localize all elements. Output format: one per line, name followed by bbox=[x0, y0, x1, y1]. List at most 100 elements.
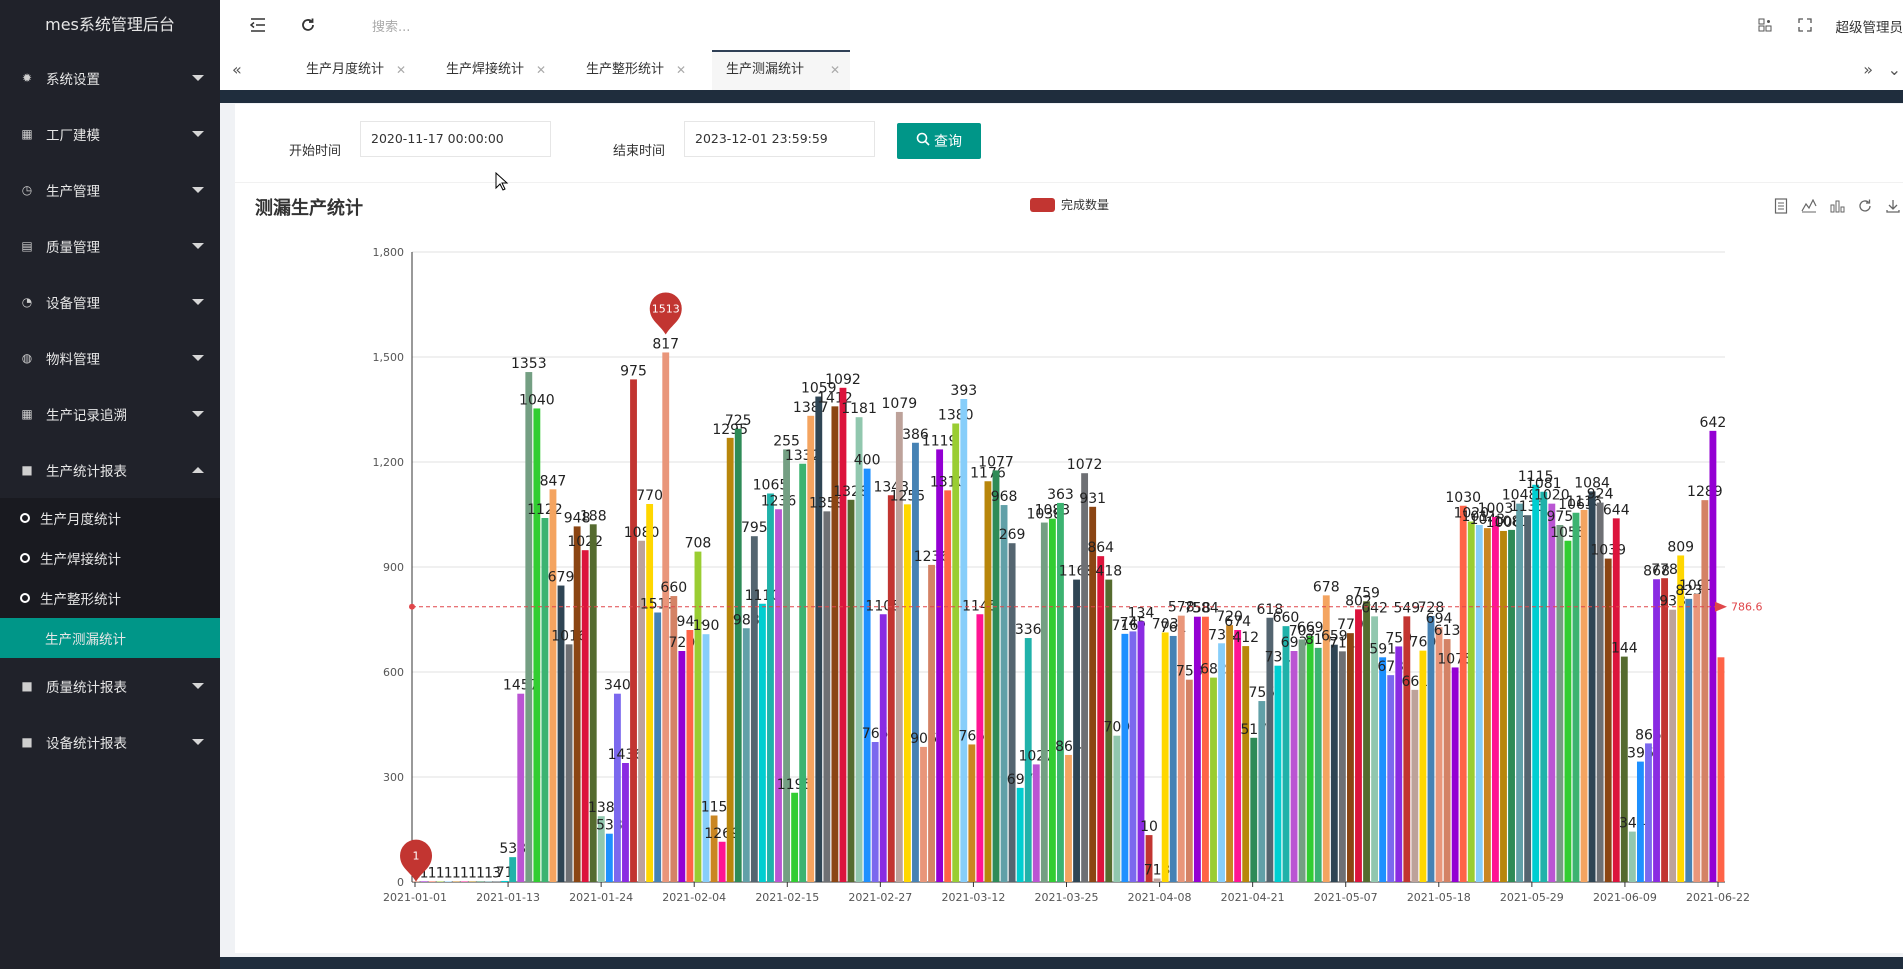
bar bbox=[1290, 651, 1298, 882]
bar bbox=[686, 630, 694, 882]
menu-collapse-icon[interactable] bbox=[248, 15, 268, 35]
bar-value-label: 725 bbox=[725, 413, 752, 429]
bar bbox=[1661, 578, 1669, 882]
submenu-item-monthly[interactable]: 生产月度统计 bbox=[0, 498, 220, 538]
bar-value-label: 1091 bbox=[1679, 578, 1715, 594]
user-menu[interactable]: 超级管理员 bbox=[1835, 20, 1903, 36]
bar-value-label: 340 bbox=[604, 678, 631, 694]
bar-value-label: 716 bbox=[1112, 618, 1139, 634]
apps-icon[interactable] bbox=[1755, 15, 1775, 35]
chart-legend[interactable]: 完成数量 bbox=[1030, 196, 1109, 213]
bar bbox=[903, 504, 911, 882]
bar-value-label: 1063 bbox=[1558, 497, 1594, 513]
tabs-scroll-left-icon[interactable]: « bbox=[232, 60, 242, 79]
restore-icon[interactable] bbox=[1855, 196, 1875, 216]
bar bbox=[1274, 665, 1282, 882]
bar bbox=[630, 379, 637, 882]
bar bbox=[863, 468, 871, 882]
sidebar: mes系统管理后台 ✹ 系统设置 ▦ 工厂建模 ◷ 生产管理 ▤ 质量管理 ◔ … bbox=[0, 0, 220, 969]
sidebar-item-production-management[interactable]: ◷ 生产管理 bbox=[0, 162, 220, 218]
bar bbox=[1097, 556, 1105, 882]
sidebar-item-production-reports[interactable]: ■ 生产统计报表 bbox=[0, 442, 220, 498]
close-icon[interactable]: ✕ bbox=[675, 63, 687, 77]
submenu-item-leak-test[interactable]: 生产测漏统计 bbox=[0, 618, 220, 658]
sidebar-item-label: 设备统计报表 bbox=[46, 736, 127, 752]
bar-value-label: 1011 bbox=[1461, 509, 1497, 525]
download-icon[interactable] bbox=[1883, 196, 1903, 216]
sidebar-item-system-settings[interactable]: ✹ 系统设置 bbox=[0, 50, 220, 106]
bar bbox=[1008, 543, 1016, 882]
tab-monthly[interactable]: 生产月度统计 ✕ bbox=[306, 50, 406, 90]
y-tick-label: 1,800 bbox=[373, 246, 405, 259]
max-marker-label: 1513 bbox=[652, 302, 680, 315]
bar-value-label: 1122 bbox=[527, 502, 563, 518]
refresh-icon[interactable] bbox=[298, 15, 318, 35]
bar-value-label: 1038 bbox=[1027, 507, 1063, 523]
bar-value-label: 1059 bbox=[801, 381, 837, 397]
end-time-input[interactable]: 2023-12-01 23:59:59 bbox=[684, 121, 875, 157]
bar bbox=[613, 693, 621, 882]
fullscreen-icon[interactable] bbox=[1795, 15, 1815, 35]
bar-value-label: 134 bbox=[1128, 605, 1155, 621]
bar bbox=[468, 881, 476, 882]
tabs-scroll-right-icon[interactable]: » bbox=[1863, 60, 1873, 79]
bar bbox=[573, 526, 581, 882]
bar bbox=[1653, 579, 1660, 882]
tab-label: 生产焊接统计 bbox=[446, 62, 525, 77]
bar bbox=[581, 550, 589, 882]
start-time-input[interactable]: 2020-11-17 00:00:00 bbox=[360, 121, 551, 157]
bar bbox=[1717, 657, 1725, 882]
bar bbox=[525, 372, 533, 882]
data-view-icon[interactable] bbox=[1771, 196, 1791, 216]
query-button[interactable]: 查询 bbox=[897, 123, 981, 159]
line-chart-icon[interactable] bbox=[1799, 196, 1819, 216]
bar-value-label: 1080 bbox=[624, 525, 660, 541]
close-icon[interactable]: ✕ bbox=[535, 63, 547, 77]
tabs-menu-chevron-icon[interactable]: ⌄ bbox=[1887, 60, 1901, 79]
sidebar-item-label: 设备管理 bbox=[46, 296, 100, 312]
bar-value-label: 1020 bbox=[1534, 488, 1570, 504]
bar bbox=[412, 881, 420, 882]
bar bbox=[1129, 631, 1137, 882]
tab-bar: « 生产月度统计 ✕ 生产焊接统计 ✕ 生产整形统计 ✕ 生产测漏统计 ✕ » … bbox=[220, 50, 1903, 91]
bar bbox=[460, 881, 468, 882]
bar bbox=[1266, 617, 1274, 882]
sidebar-item-equipment-management[interactable]: ◔ 设备管理 bbox=[0, 274, 220, 330]
sidebar-item-equipment-reports[interactable]: ■ 设备统计报表 bbox=[0, 714, 220, 770]
tab-shaping[interactable]: 生产整形统计 ✕ bbox=[586, 50, 686, 90]
bar bbox=[565, 644, 573, 882]
bar-value-label: 1195 bbox=[777, 777, 813, 793]
tab-welding[interactable]: 生产焊接统计 ✕ bbox=[446, 50, 546, 90]
bar-chart-icon[interactable] bbox=[1827, 196, 1847, 216]
sidebar-item-production-trace[interactable]: ▦ 生产记录追溯 bbox=[0, 386, 220, 442]
search-input[interactable]: 搜索... bbox=[372, 20, 411, 35]
bar bbox=[1427, 616, 1435, 882]
close-icon[interactable]: ✕ bbox=[829, 63, 840, 77]
bar bbox=[847, 499, 855, 882]
tab-leak-test[interactable]: 生产测漏统计 ✕ bbox=[712, 50, 850, 90]
caret-up-icon bbox=[192, 467, 204, 473]
bar bbox=[1516, 503, 1524, 882]
bar-value-label: 1027 bbox=[1018, 748, 1054, 764]
bar bbox=[1024, 638, 1032, 882]
bar bbox=[605, 833, 613, 882]
bar-value-label: 703 bbox=[1289, 623, 1316, 639]
circle-icon bbox=[20, 593, 30, 603]
close-icon[interactable]: ✕ bbox=[395, 63, 407, 77]
bar-value-label: 1255 bbox=[890, 488, 926, 504]
bar bbox=[1701, 500, 1709, 882]
x-tick-label: 2021-01-13 bbox=[476, 891, 540, 904]
submenu-item-welding[interactable]: 生产焊接统计 bbox=[0, 538, 220, 578]
sidebar-item-quality-management[interactable]: ▤ 质量管理 bbox=[0, 218, 220, 274]
bar-value-label: 660 bbox=[660, 580, 687, 596]
sidebar-item-material-management[interactable]: ◍ 物料管理 bbox=[0, 330, 220, 386]
bar-value-label: 1030 bbox=[1445, 490, 1481, 506]
sidebar-item-factory-modeling[interactable]: ▦ 工厂建模 bbox=[0, 106, 220, 162]
bar-value-label: 1436 bbox=[608, 747, 644, 763]
circle-icon bbox=[20, 553, 30, 563]
submenu-item-shaping[interactable]: 生产整形统计 bbox=[0, 578, 220, 618]
bar bbox=[928, 564, 935, 882]
bar bbox=[855, 417, 863, 882]
sidebar-item-quality-reports[interactable]: ■ 质量统计报表 bbox=[0, 658, 220, 714]
gear-icon: ✹ bbox=[21, 71, 33, 85]
